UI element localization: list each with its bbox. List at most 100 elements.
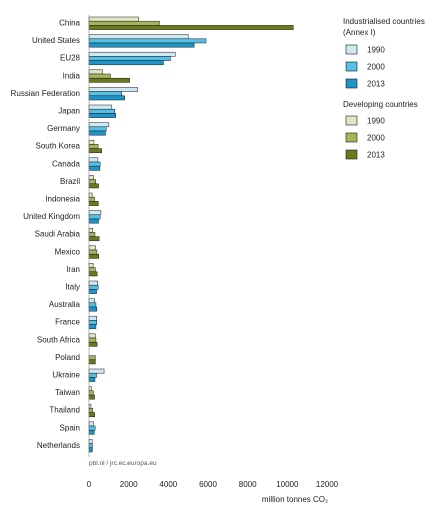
bar-india-developing-2013: [88, 77, 130, 83]
legend-label: 2013: [367, 80, 385, 89]
bar-spain-industrialised-2013: [88, 429, 95, 435]
bar-canada-industrialised-2000: [88, 161, 101, 167]
source-credit: pbl.nl / jrc.ec.europa.eu: [89, 460, 157, 467]
bar-ukraine-industrialised-2000: [88, 372, 97, 378]
legend-title-annex: (Annex I): [343, 28, 376, 37]
legend-swatch: [345, 61, 358, 72]
bar-south-africa-developing-2000: [88, 337, 97, 343]
legend-title-developing: Developing countries: [343, 100, 418, 109]
x-tick-label: 10000: [276, 480, 299, 489]
bar-brazil-developing-2000: [88, 179, 96, 185]
legend-label: 2013: [367, 151, 385, 160]
bar-germany-industrialised-2013: [88, 130, 106, 136]
bar-china-developing-1990: [88, 16, 139, 22]
bar-eu28-industrialised-2013: [88, 60, 164, 66]
bar-brazil-developing-2013: [88, 183, 99, 189]
bar-indonesia-developing-2000: [88, 196, 95, 202]
bar-japan-industrialised-2013: [88, 113, 117, 118]
legend-swatch: [345, 44, 358, 55]
bar-china-developing-2000: [88, 20, 160, 26]
category-label: Indonesia: [45, 195, 80, 204]
bar-taiwan-developing-2013: [88, 394, 95, 400]
bar-italy-industrialised-2000: [88, 284, 99, 290]
category-label: Ukraine: [52, 371, 80, 380]
bar-canada-industrialised-2013: [88, 165, 101, 171]
x-tick-label: 8000: [239, 480, 257, 489]
category-label: Poland: [55, 353, 80, 362]
category-labels: China United States EU28 India Russian Feder…: [11, 19, 81, 450]
bar-india-developing-2000: [88, 73, 111, 79]
category-label: Italy: [65, 283, 80, 292]
bar-australia-industrialised-2013: [88, 306, 97, 312]
bar-saudi-arabia-developing-1990: [88, 227, 94, 233]
legend-swatch: [345, 149, 358, 160]
x-tick-label: 4000: [159, 480, 177, 489]
bar-united-states-industrialised-2000: [88, 38, 207, 44]
bar-saudi-arabia-developing-2000: [88, 232, 96, 237]
bar-united-kingdom-industrialised-1990: [88, 210, 102, 216]
bar-netherlands-industrialised-2013: [88, 447, 93, 453]
bar-iran-developing-2013: [88, 271, 98, 277]
bar-australia-industrialised-2000: [88, 302, 97, 308]
bar-iran-developing-1990: [88, 263, 94, 268]
legend-swatch: [345, 132, 358, 143]
category-label: United States: [32, 36, 80, 45]
bar-france-industrialised-2000: [88, 320, 97, 325]
bar-china-developing-2013: [88, 25, 294, 30]
bar-netherlands-industrialised-2000: [88, 443, 93, 449]
category-label: EU28: [60, 54, 81, 63]
bar-canada-industrialised-1990: [88, 157, 99, 163]
bar-russian-federation-industrialised-1990: [88, 87, 138, 92]
bar-japan-industrialised-1990: [88, 104, 113, 110]
legend-title-industrialised: Industrialised countries: [343, 17, 425, 26]
category-label: Canada: [52, 159, 81, 168]
bars-layer: [88, 16, 294, 453]
x-tick-labels: 0 2000 4000 6000 8000 10000 12000: [87, 480, 339, 489]
bar-saudi-arabia-developing-2013: [88, 236, 100, 242]
bar-south-africa-developing-2013: [88, 341, 98, 347]
x-tick-label: 0: [87, 480, 92, 489]
legend-items: 1990 2000 2013 1990 2000 2013: [345, 44, 385, 160]
bar-south-africa-developing-1990: [88, 333, 96, 339]
bar-south-korea-developing-2000: [88, 144, 99, 149]
bar-spain-industrialised-1990: [88, 421, 94, 427]
bar-iran-developing-2000: [88, 267, 96, 273]
bar-poland-developing-2000: [88, 355, 96, 361]
category-label: Brazil: [60, 177, 80, 186]
bar-spain-industrialised-2000: [88, 425, 96, 431]
bar-south-korea-developing-1990: [88, 139, 95, 145]
x-tick-label: 2000: [120, 480, 138, 489]
bar-south-korea-developing-2013: [88, 148, 102, 154]
bar-russian-federation-industrialised-2013: [88, 95, 125, 101]
x-tick-label: 6000: [199, 480, 217, 489]
bar-ukraine-industrialised-1990: [88, 368, 105, 374]
bar-poland-developing-2013: [88, 359, 96, 365]
bar-united-states-industrialised-1990: [88, 34, 189, 40]
category-label: South Africa: [37, 335, 81, 344]
legend-label: 2000: [367, 63, 385, 72]
bar-japan-industrialised-2000: [88, 108, 116, 114]
category-label: Mexico: [55, 247, 81, 256]
bar-united-kingdom-industrialised-2013: [88, 218, 99, 224]
category-label: Iran: [66, 265, 80, 274]
bar-italy-industrialised-1990: [88, 280, 98, 286]
bar-germany-industrialised-2000: [88, 126, 107, 132]
bar-italy-industrialised-2013: [88, 289, 97, 294]
category-label: Japan: [58, 107, 80, 116]
legend-label: 2000: [367, 134, 385, 143]
bar-mexico-developing-1990: [88, 245, 96, 251]
legend-label: 1990: [367, 117, 385, 126]
bar-thailand-developing-2000: [88, 408, 94, 413]
category-label: Saudi Arabia: [35, 230, 81, 239]
bar-russian-federation-industrialised-2000: [88, 91, 122, 97]
bar-brazil-developing-1990: [88, 175, 94, 180]
legend-swatch: [345, 115, 358, 126]
bar-mexico-developing-2000: [88, 249, 98, 255]
legend: Industrialised countries (Annex I) Devel…: [343, 17, 425, 160]
legend-label: 1990: [367, 46, 385, 55]
bar-eu28-industrialised-2000: [88, 56, 171, 61]
bar-india-developing-1990: [88, 69, 103, 75]
bar-indonesia-developing-1990: [88, 192, 93, 198]
bar-france-industrialised-1990: [88, 315, 97, 321]
